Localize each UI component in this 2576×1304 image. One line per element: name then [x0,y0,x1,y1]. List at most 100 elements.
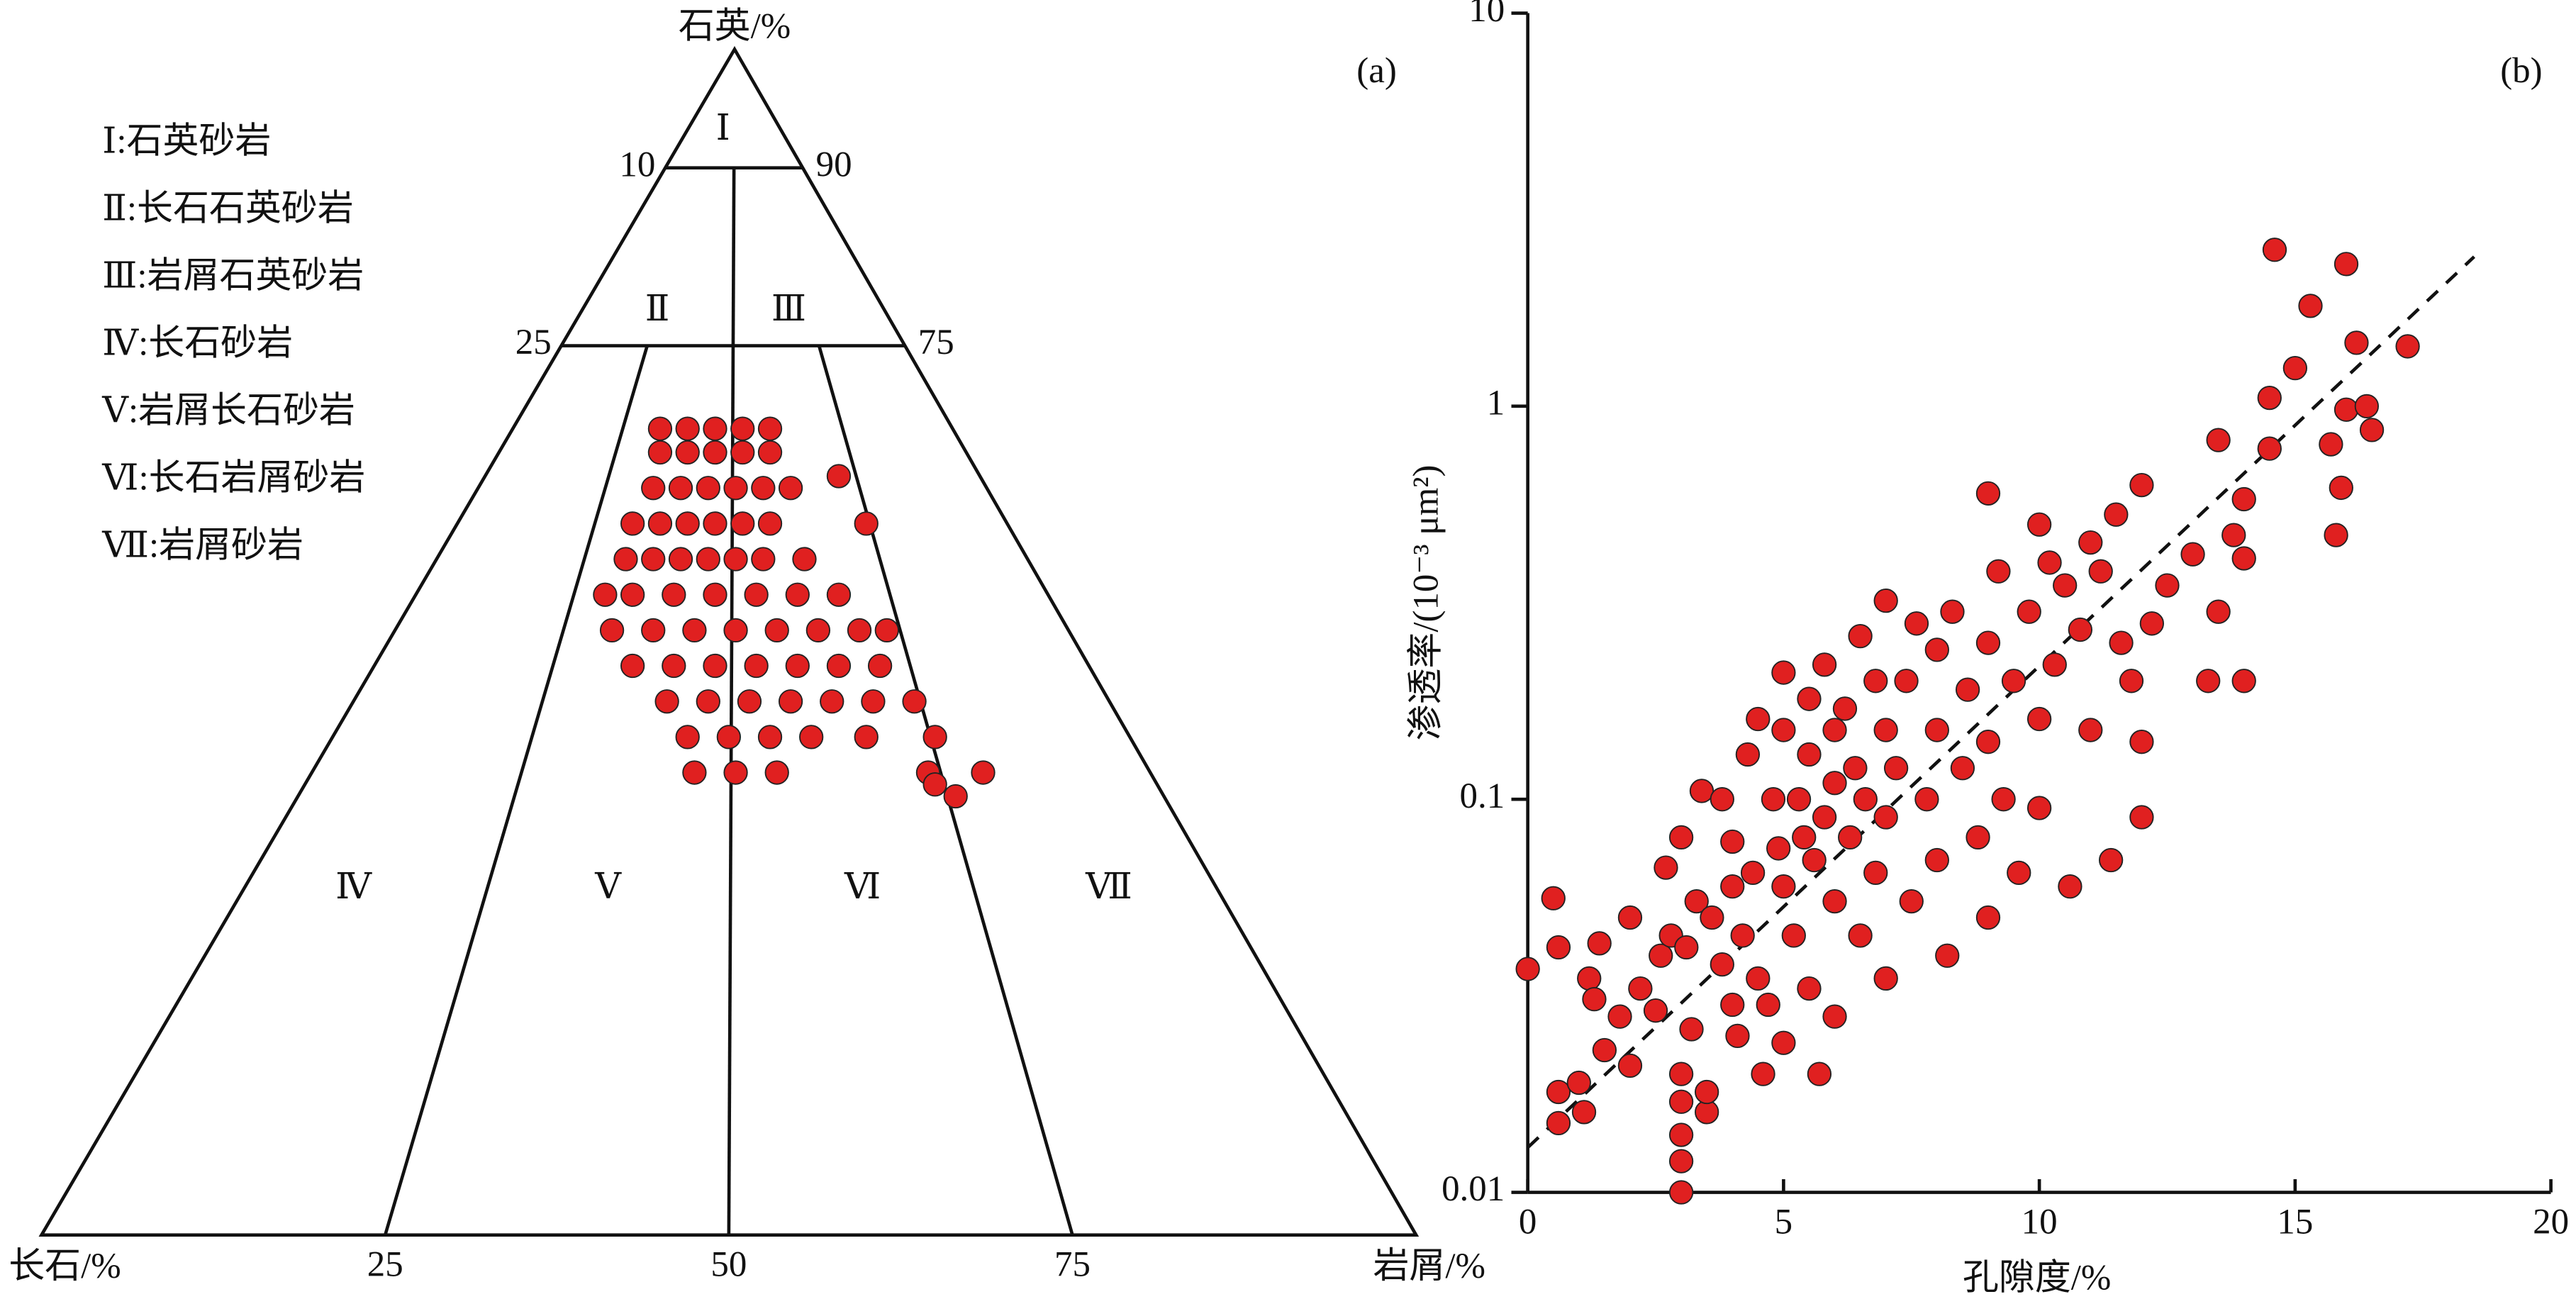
data-point [647,440,673,465]
data-point [620,511,645,536]
data-point [2231,486,2256,512]
data-point [2206,599,2231,624]
x-tick-label: 10 [2022,1203,2058,1242]
data-point [1822,771,1847,796]
data-point [764,760,789,785]
data-point [703,440,727,465]
data-point [2109,630,2134,655]
data-point [2262,238,2287,262]
data-point [922,725,947,749]
data-point [1679,1017,1704,1042]
data-point [1582,986,1607,1012]
data-point [1566,1070,1591,1096]
data-point [662,653,686,679]
data-point [2026,512,2052,537]
x-tick-label: 20 [2533,1203,2569,1242]
data-point [2319,432,2343,457]
data-point [861,689,886,714]
data-point [1873,718,1898,742]
data-point [2078,718,2103,742]
data-point [682,760,707,785]
data-point [1668,1180,1694,1205]
data-point [1607,1004,1632,1029]
data-point [703,653,727,679]
data-point [820,689,844,714]
data-point [2155,573,2180,598]
data-point [2334,397,2359,422]
data-point [1822,888,1847,914]
data-point [620,582,645,607]
x-tick-label: 0 [1519,1203,1537,1242]
ratio-line [383,345,649,1236]
y-tick-label: 0.01 [1442,1169,1505,1209]
data-point [2104,502,2129,527]
data-point [1832,696,1858,721]
data-point [1873,805,1898,830]
trendline [1527,255,2475,1149]
data-point [2196,669,2221,693]
legend-entry: Ⅲ:岩屑石英砂岩 [102,256,364,296]
data-point [1720,829,1745,854]
data-point [682,618,707,643]
data-point [826,582,852,607]
data-point [2334,252,2359,277]
data-point [1822,718,1847,742]
legend-entry: Ⅵ:长石岩屑砂岩 [101,458,365,498]
data-point [599,618,625,643]
data-point [2298,294,2323,318]
data-point [703,416,727,441]
data-point [874,618,899,643]
data-point [723,760,748,785]
data-point [723,618,748,643]
right-label: 岩屑/% [1373,1247,1485,1286]
data-point [1740,860,1766,886]
data-point [1863,860,1888,886]
data-point [1700,905,1724,930]
data-point [647,511,673,536]
data-point [1883,756,1909,781]
data-point [1863,669,1888,693]
x-axis-label: 孔隙度/% [1963,1258,2111,1298]
data-point [1848,624,1873,649]
data-point [641,618,666,643]
data-point [1771,718,1796,742]
data-point [675,511,700,536]
data-point [1904,611,1929,636]
data-point [1873,966,1898,991]
data-point [826,653,852,679]
data-point [675,440,700,465]
data-point [792,547,817,572]
base-tick-label: 25 [367,1245,403,1285]
data-point [922,772,947,797]
data-point [1668,1061,1694,1086]
y-tick-label: 1 [1487,384,1505,423]
data-point [1853,787,1878,812]
data-point [1914,787,1939,812]
data-point [2026,706,2052,732]
data-point [785,582,810,607]
data-point [723,476,748,501]
data-point [1771,1030,1796,1055]
data-point [1720,992,1745,1018]
data-point [751,476,776,501]
data-point [1975,730,2001,754]
data-point [1668,1089,1694,1114]
data-point [1684,888,1709,914]
data-point [2139,611,2164,636]
x-tick-label: 5 [1775,1203,1792,1242]
legend-entry: Ⅴ:岩屑长石砂岩 [101,391,355,430]
data-point [778,689,803,714]
data-point [1940,599,1965,624]
data-point [2129,472,2154,498]
data-point [1668,825,1694,850]
data-point [1654,855,1678,880]
region-label: Ⅵ [844,867,881,907]
edge-tick-label: 90 [816,145,852,184]
data-point [2078,530,2103,555]
data-point [647,416,673,441]
data-point [1935,943,1960,968]
data-point [971,760,996,785]
data-point [2068,617,2092,642]
data-point [2119,669,2144,693]
data-point [2231,669,2256,693]
